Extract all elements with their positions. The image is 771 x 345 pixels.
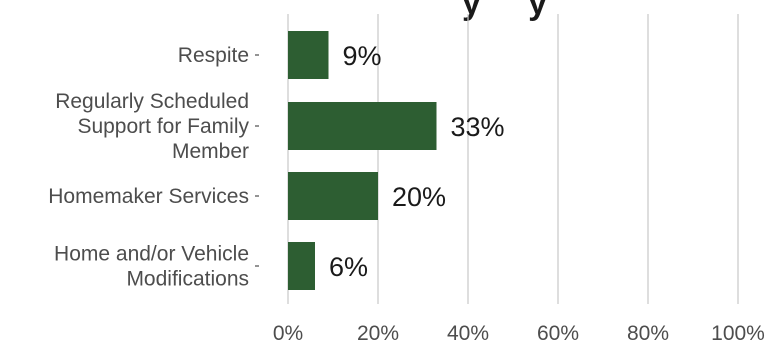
category-labels: Respite Regularly Scheduled Support for Fa… — [48, 44, 259, 291]
value-labels: 9% 33% 20% 6% — [329, 41, 505, 282]
category-label: Regularly Scheduled Support for Family Mem… — [55, 90, 249, 163]
bar — [288, 242, 315, 290]
value-label: 20% — [392, 182, 446, 212]
bar — [288, 172, 378, 220]
value-label: 9% — [343, 41, 382, 71]
value-label: 33% — [451, 112, 505, 142]
bars — [288, 31, 437, 290]
x-tick-label: 60% — [537, 322, 579, 345]
chart-title-fragment: y y — [462, 0, 547, 22]
value-label: 6% — [329, 252, 368, 282]
x-tick-label: 0% — [273, 322, 303, 345]
title-layer: y y — [462, 0, 547, 22]
bar — [288, 102, 437, 150]
category-label: Respite — [178, 44, 249, 67]
x-tick-label: 20% — [357, 322, 399, 345]
bar — [288, 31, 329, 79]
category-label: Homemaker Services — [48, 185, 249, 208]
x-tick-label: 40% — [447, 322, 489, 345]
x-tick-label: 80% — [627, 322, 669, 345]
x-axis-ticks: 0% 20% 40% 60% 80% 100% — [273, 322, 765, 345]
x-tick-label: 100% — [711, 322, 765, 345]
category-label: Home and/or Vehicle Modifications — [54, 243, 249, 291]
